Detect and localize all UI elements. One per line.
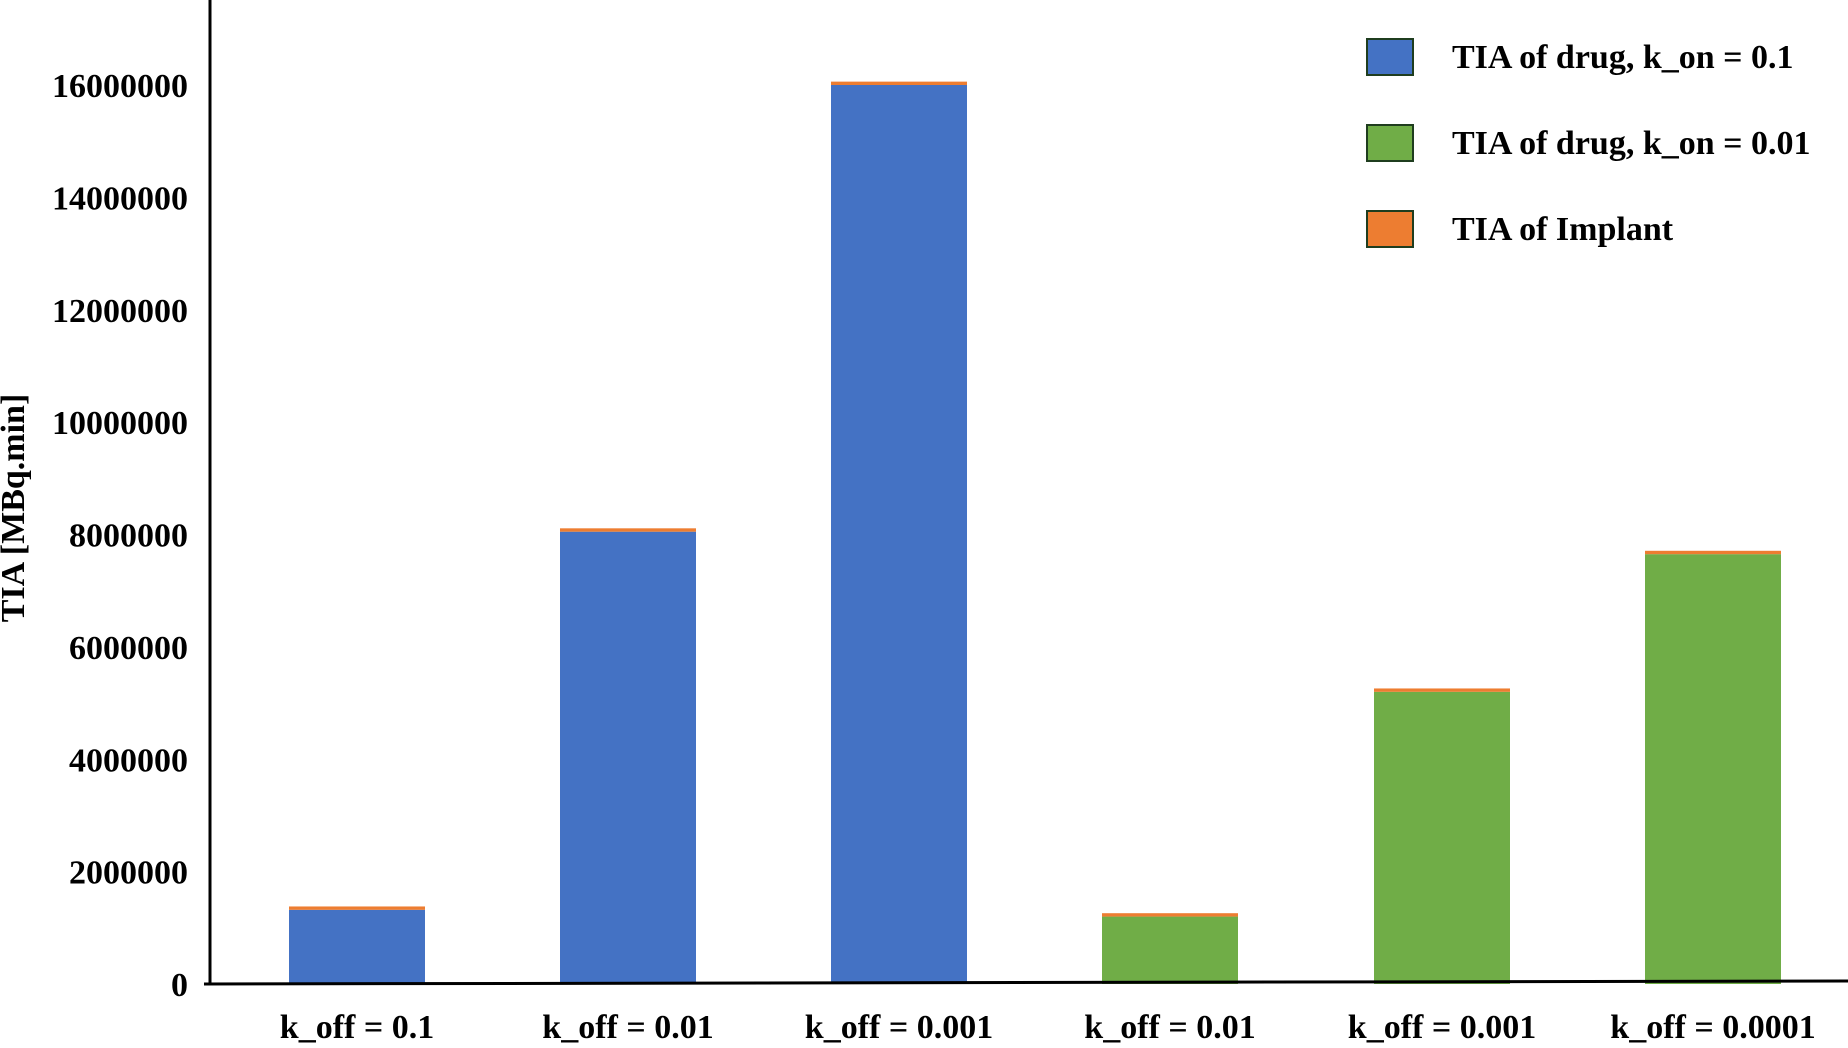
y-tick-label: 10000000 [52, 405, 188, 442]
bar-segment [289, 906, 425, 910]
bar-segment [560, 531, 696, 984]
y-tick-label: 16000000 [52, 68, 188, 105]
bar-segment [1645, 554, 1781, 984]
y-axis: 0 2000000 4000000 6000000 8000000 10000000 120… [52, 0, 212, 1004]
x-tick-label: k_off = 0.01 [542, 1009, 713, 1046]
y-tick-label: 4000000 [69, 742, 188, 779]
bar-segment [560, 528, 696, 532]
y-tick-label: 6000000 [69, 630, 188, 667]
x-axis: k_off = 0.1 k_off = 0.01 k_off = 0.001 k_of… [203, 979, 1848, 1046]
legend-label: TIA of drug, k_on = 0.1 [1452, 39, 1794, 76]
x-tick-label: k_off = 0.0001 [1610, 1009, 1815, 1046]
bar-segment [1102, 913, 1238, 917]
legend-label: TIA of drug, k_on = 0.01 [1452, 125, 1811, 162]
bar-segment [1374, 688, 1510, 692]
bar-segment [831, 85, 967, 984]
legend-swatch [1366, 38, 1414, 76]
y-axis-title: TIA [MBq.min] [0, 394, 32, 623]
bar-segment [1102, 916, 1238, 984]
x-axis-line [203, 979, 1848, 986]
x-tick-label: k_off = 0.001 [805, 1009, 993, 1046]
y-tick-label: 0 [171, 967, 188, 1004]
x-tick-label: k_off = 0.001 [1348, 1009, 1536, 1046]
y-tick-label: 12000000 [52, 293, 188, 330]
y-tick-label: 8000000 [69, 518, 188, 555]
y-tick-label: 2000000 [69, 855, 188, 892]
legend-swatch [1366, 124, 1414, 162]
legend: TIA of drug, k_on = 0.1 TIA of drug, k_on… [1366, 38, 1811, 248]
legend-swatch [1366, 210, 1414, 248]
bar-segment [289, 909, 425, 984]
y-tick-label: 14000000 [52, 180, 188, 217]
bar-segment [1374, 691, 1510, 984]
bar-segment [1645, 550, 1781, 555]
x-tick-label: k_off = 0.1 [280, 1009, 434, 1046]
legend-label: TIA of Implant [1452, 211, 1674, 248]
bar-segment [831, 81, 967, 85]
bars [289, 81, 1781, 984]
x-tick-label: k_off = 0.01 [1084, 1009, 1255, 1046]
